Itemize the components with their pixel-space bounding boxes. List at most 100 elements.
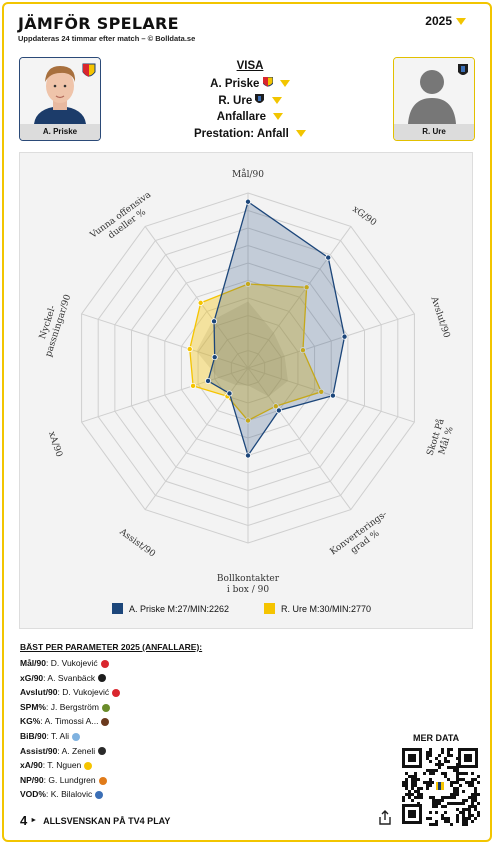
club-crest-icon [112,688,121,697]
best-param: VOD% [20,789,46,800]
club-crest-icon [98,776,107,785]
data-point [244,198,251,205]
best-player: G. Lundgren [48,774,96,785]
club-crest-icon [98,747,107,756]
club-crest-icon [101,703,110,712]
player2-selector[interactable]: R. Ure [160,94,340,107]
page-subtitle: Uppdateras 24 timmar efter match – © Bol… [18,34,196,43]
prestation-selector[interactable]: Prestation: Anfall [160,128,340,140]
grid-spoke [81,313,249,369]
best-list: Mål/90: D. Vukojević xG/90: A. Svanbäck Av… [20,656,121,802]
position-selector[interactable]: Anfallare [160,111,340,123]
share-icon[interactable] [378,810,392,826]
club-crest-icon [72,732,80,741]
axis-label: Mål/90 [232,168,264,180]
club-crest-icon [100,659,109,668]
best-player: T. Ali [51,730,69,741]
best-row[interactable]: Assist/90: A. Zeneli [20,744,120,759]
chevron-down-icon [279,80,290,88]
radar-chart: Mål/90 xG/90 Avslut/90 Skott PåMål % Konvert… [33,168,456,595]
best-row[interactable]: Mål/90: D. Vukojević [20,656,120,671]
best-player: J. Bergström [50,701,99,712]
best-param: NP/90 [20,774,44,785]
radar-chart-panel: Mål/90 xG/90 Avslut/90 Skott PåMål % Konvert… [19,152,473,629]
best-player: T. Nguen [47,760,82,771]
best-param: Mål/90 [20,658,46,668]
club-crest-icon [458,64,468,75]
player2-name: R. Ure [394,124,474,140]
chevron-down-icon [273,113,284,121]
data-point [303,284,310,291]
club-crest-icon [262,76,274,87]
best-player: A. Zeneli [61,745,96,756]
legend-item-player1: A. Priske M:27/MIN:2262 [112,603,229,614]
data-point [226,390,233,397]
axis-label: Konverterings-grad % [328,509,395,566]
position-selector-label: Anfallare [216,111,266,123]
grid-spoke [247,226,352,369]
axis-label: Bollkontakter i box / 90 [217,574,280,595]
best-param: xA/90 [20,760,43,771]
club-crest-icon [98,674,107,683]
data-point [190,382,197,389]
best-player: D. Vukojević [50,658,98,668]
best-player: D. Vukojević [62,687,110,698]
player1-selector-label: A. Priske [210,78,260,90]
qr-code[interactable] [400,746,480,826]
axis-label: Assist/90 [117,527,157,560]
footer-link[interactable]: 4 ► ALLSVENSKAN PÅ TV4 PLAY [20,813,170,828]
best-param: xG/90 [20,672,44,683]
legend-swatch-player2 [264,603,275,614]
play-arrow-icon: ► [30,817,38,824]
best-row[interactable]: xG/90: A. Svanbäck [20,671,120,686]
best-player: A. Svanbäck [47,672,96,683]
chevron-down-icon [295,130,306,138]
club-crest-icon [84,761,93,770]
year-selector[interactable]: 2025 [425,14,466,28]
best-row[interactable]: VOD%: K. Bilalovic [20,787,120,802]
data-point [205,377,212,384]
chevron-down-icon [456,18,466,26]
legend-item-player2: R. Ure M:30/MIN:2770 [264,603,371,614]
best-row[interactable]: SPM%: J. Bergström [20,700,120,715]
data-point [211,318,218,325]
legend-label-player1: A. Priske M:27/MIN:2262 [129,603,230,614]
data-point [325,254,332,261]
axis-label: Avslut/90 [428,295,451,340]
grid-spoke [247,367,352,510]
data-point [244,280,251,287]
best-player: K. Bilalovic [50,789,93,800]
grid-spoke [144,226,249,369]
player1-selector[interactable]: A. Priske [160,76,340,90]
club-crest-icon [255,94,265,103]
best-row[interactable]: KG%: A. Timossi A... [20,714,120,729]
series-area-3 [196,301,288,397]
data-point [244,417,251,424]
visa-label: VISA [236,60,264,72]
data-point [341,333,348,340]
player1-name: A. Priske [20,124,100,140]
legend-swatch-player1 [112,603,123,614]
best-row[interactable]: BiB/90: T. Ali [20,729,120,744]
player2-card[interactable]: R. Ure [393,57,475,141]
footer-text: ALLSVENSKAN PÅ TV4 PLAY [43,815,171,826]
best-row[interactable]: NP/90: G. Lundgren [20,773,120,788]
player1-photo [20,58,100,124]
axis-label: Nyckel-passningar/90 [33,290,73,358]
data-point [244,452,251,459]
series-area-1 [207,200,346,457]
data-point [197,299,204,306]
data-point [275,407,282,414]
player1-card[interactable]: A. Priske [19,57,101,141]
best-row[interactable]: xA/90: T. Nguen [20,758,120,773]
axis-label: Vunna offensivadueller % [88,190,160,251]
club-crest-icon [82,63,96,77]
best-param: Assist/90 [20,745,58,756]
year-label: 2025 [425,14,452,28]
best-row[interactable]: Avslut/90: D. Vukojević [20,685,121,700]
data-point [211,354,218,361]
best-heading: BÄST PER PARAMETER 2025 (ANFALLARE): [20,642,203,652]
data-point [186,346,193,353]
axis-label: xA/90 [46,430,64,458]
club-crest-icon [95,791,104,800]
